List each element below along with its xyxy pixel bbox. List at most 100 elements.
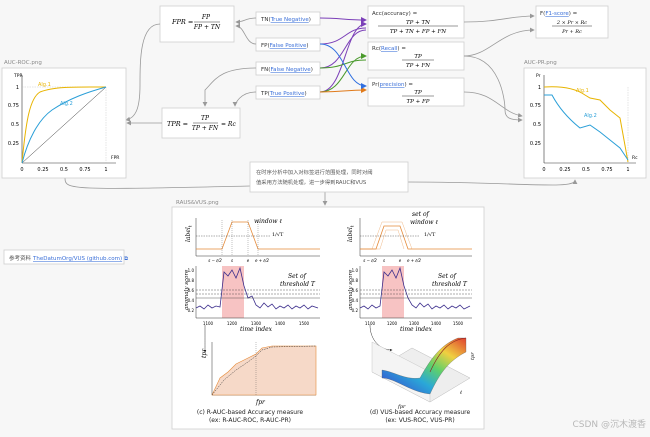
roc-panel: AUC-ROC.png TPR FPR 1 0.75 0.5 0.25 0 0.…: [1, 60, 127, 179]
svg-text:FP(False Positive): FP(False Positive): [261, 43, 309, 49]
svg-text:e: e: [399, 258, 402, 263]
reference-link: TheDatumOrg/VUS (github.com): [32, 256, 122, 262]
svg-text:(ex: VUS-ROC, VUS-PR): (ex: VUS-ROC, VUS-PR): [385, 417, 454, 424]
svg-text:ℓ: ℓ: [460, 390, 463, 396]
svg-text:F(F1-score) =: F(F1-score) =: [540, 11, 578, 17]
svg-text:1: 1: [538, 85, 541, 91]
confusion-fn[interactable]: FN(False Negative): [255, 61, 321, 76]
svg-text:1300: 1300: [251, 321, 262, 326]
watermark: CSDN @沉木渡香: [572, 418, 646, 430]
svg-text:TP + FP: TP + FP: [407, 99, 430, 105]
pr-panel: AUC-PR.png Pr Rc 1 0.75 0.5 0.25 0 0.25 …: [523, 60, 647, 179]
vus-3d-surface: fpr ℓ tpr: [371, 337, 476, 410]
svg-text:1.0: 1.0: [188, 268, 195, 273]
svg-text:0.6: 0.6: [188, 288, 195, 293]
pr-yticks: 1 0.75 0.5 0.25: [530, 85, 541, 147]
svg-text:e: e: [247, 258, 250, 263]
svg-text:FP: FP: [201, 14, 211, 21]
svg-text:FN(False Negative): FN(False Negative): [261, 67, 313, 73]
svg-text:1: 1: [104, 167, 107, 173]
svg-text:TPR: TPR: [13, 73, 23, 79]
svg-text:0.5: 0.5: [582, 167, 590, 173]
svg-text:0.8: 0.8: [352, 278, 359, 283]
svg-text:fpr: fpr: [397, 404, 406, 410]
anomaly-score-left: [195, 266, 319, 310]
svg-text:1100: 1100: [203, 321, 214, 326]
svg-text:Pr + Rc: Pr + Rc: [561, 29, 582, 35]
svg-text:1: 1: [626, 167, 629, 173]
svg-text:在时序分析中加入对标签进行范围处理，同时对阈: 在时序分析中加入对标签进行范围处理，同时对阈: [256, 168, 373, 176]
svg-text:TP(True Positive): TP(True Positive): [260, 91, 307, 97]
svg-text:AUC-ROC.png: AUC-ROC.png: [4, 60, 42, 66]
svg-text:1: 1: [16, 85, 19, 91]
svg-text:1/√T: 1/√T: [424, 232, 436, 238]
tpr-formula-box: TPR = TP TP + FN = Rc: [161, 107, 241, 139]
svg-text:TP + FN: TP + FN: [406, 63, 430, 69]
svg-text:TP: TP: [414, 54, 422, 60]
accuracy-formula-box: Acc(accuracy) = TP + TN TP + TN + FP + F…: [367, 5, 465, 39]
svg-text:AUC-PR.png: AUC-PR.png: [524, 60, 557, 66]
svg-text:threshold T: threshold T: [432, 281, 468, 288]
svg-text:Alg.2: Alg.2: [60, 101, 73, 107]
svg-text:window ℓ: window ℓ: [410, 219, 438, 226]
svg-text:e + ℓ/2: e + ℓ/2: [255, 258, 269, 263]
svg-text:anomaly score: anomaly score: [184, 269, 190, 310]
reference-box[interactable]: 参考资料 TheDatumOrg/VUS (github.com) ⧉: [3, 249, 128, 265]
anomaly-score-right: [359, 266, 471, 310]
svg-text:TP + TN: TP + TN: [406, 20, 430, 26]
label-axis-left: labelt: [185, 225, 194, 242]
precision-formula-box: Pr(precision) = TP TP + FP: [367, 77, 465, 107]
svg-text:TN(True Negative): TN(True Negative): [260, 17, 311, 23]
confusion-tp[interactable]: TP(True Positive): [255, 85, 321, 100]
svg-text:(ex: R-AUC-ROC, R-AUC-PR): (ex: R-AUC-ROC, R-AUC-PR): [209, 417, 291, 424]
svg-text:0.4: 0.4: [352, 298, 359, 303]
connectors: [64, 13, 578, 206]
fpr-formula-box: FPR = FP FP + TN: [159, 5, 235, 43]
svg-text:window ℓ: window ℓ: [254, 218, 282, 225]
svg-text:TP: TP: [414, 90, 422, 96]
svg-text:0.75: 0.75: [79, 167, 90, 173]
svg-text:1500: 1500: [299, 321, 310, 326]
svg-text:TP + TN + FP + FN: TP + TN + FP + FN: [390, 29, 446, 35]
svg-text:Pr(precision) =: Pr(precision) =: [372, 82, 413, 88]
svg-text:RAUS&VUS.png: RAUS&VUS.png: [176, 200, 219, 206]
svg-text:Pr: Pr: [536, 73, 541, 79]
svg-text:0.4: 0.4: [188, 298, 195, 303]
svg-text:threshold T: threshold T: [280, 281, 316, 288]
svg-text:0.2: 0.2: [352, 308, 359, 313]
svg-text:值采用方法随机处理，进一步得到RAUC和VUS: 值采用方法随机处理，进一步得到RAUC和VUS: [256, 178, 367, 186]
svg-text:0: 0: [20, 167, 23, 173]
confusion-fp[interactable]: FP(False Positive): [255, 37, 321, 52]
svg-text:0: 0: [542, 167, 545, 173]
svg-text:1400: 1400: [431, 321, 442, 326]
svg-text:0.5: 0.5: [11, 122, 19, 128]
svg-text:0.5: 0.5: [60, 167, 68, 173]
svg-text:time index: time index: [240, 326, 273, 333]
roc-yticks: 1 0.75 0.5 0.25: [8, 85, 19, 147]
svg-text:2 × Pr × Rc: 2 × Pr × Rc: [556, 20, 587, 26]
svg-text:s: s: [231, 258, 233, 263]
svg-text:1.0: 1.0: [352, 268, 359, 273]
pr-xticks: 0 0.25 0.5 0.75 1: [542, 167, 629, 173]
svg-text:0.75: 0.75: [530, 103, 541, 109]
vus-right: labelt set of window ℓ 1/√T s − ℓ/2 s e …: [347, 211, 476, 424]
svg-text:1/√T: 1/√T: [272, 232, 284, 238]
svg-text:fpr: fpr: [255, 399, 266, 406]
svg-text:Alg.1: Alg.1: [576, 88, 589, 94]
svg-text:s − ℓ/2: s − ℓ/2: [208, 258, 222, 263]
pr-alg2-curve: [544, 94, 629, 161]
svg-text:0.5: 0.5: [533, 122, 541, 128]
svg-text:s: s: [383, 258, 385, 263]
svg-text:e + ℓ/2: e + ℓ/2: [407, 258, 421, 263]
confusion-tn[interactable]: TN(True Negative): [255, 11, 321, 26]
svg-text:Rc: Rc: [632, 155, 638, 161]
pr-alg1-curve: [543, 86, 629, 163]
svg-text:FPR =: FPR =: [171, 18, 193, 26]
note-box: 在时序分析中加入对标签进行范围处理，同时对阈 值采用方法随机处理，进一步得到RA…: [249, 161, 409, 193]
roc-xticks: 0 0.25 0.5 0.75 1: [20, 167, 107, 173]
svg-text:Acc(accuracy) =: Acc(accuracy) =: [372, 11, 418, 17]
svg-text:0.25: 0.25: [530, 141, 541, 147]
svg-text:Alg.2: Alg.2: [584, 113, 597, 119]
svg-text:1200: 1200: [227, 321, 238, 326]
svg-text:1500: 1500: [453, 321, 464, 326]
